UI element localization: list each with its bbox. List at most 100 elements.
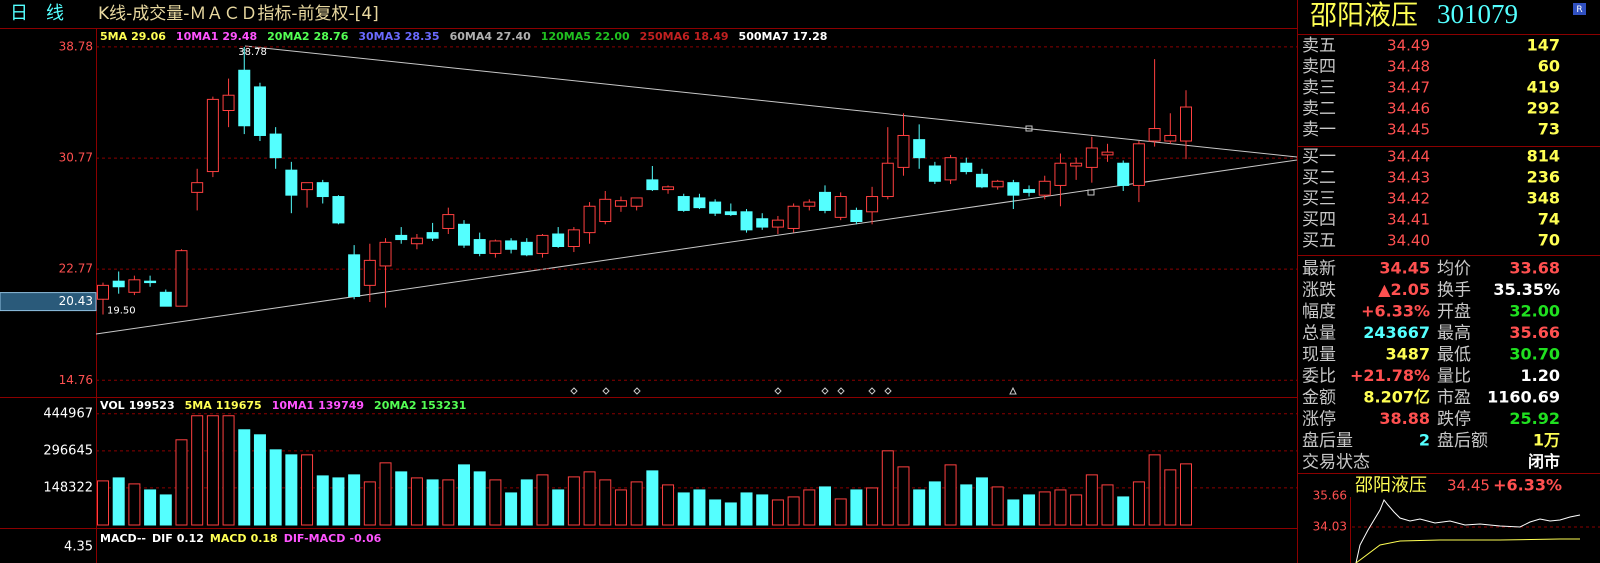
volume-bar <box>913 489 926 526</box>
candle-body <box>677 196 690 211</box>
volume-bar <box>819 486 831 526</box>
stat-label: 市盈 <box>1437 388 1471 408</box>
candle-body <box>1148 128 1161 142</box>
stat-value: 35.66 <box>1509 323 1560 342</box>
volume-bar <box>724 502 737 526</box>
book-volume: 74 <box>1538 210 1560 229</box>
y-tick-label: 14.76 <box>59 373 93 387</box>
legend-name: 30MA3 <box>358 30 400 43</box>
candle-body <box>128 279 141 293</box>
legend-name: 120MA5 <box>541 30 591 43</box>
volume-bar <box>583 471 596 526</box>
candle-body <box>1164 134 1177 142</box>
mini-chart <box>1352 499 1600 563</box>
candle-body <box>771 219 784 228</box>
stat-value: 34.45 <box>1379 259 1430 278</box>
volume-bar <box>238 429 251 526</box>
candle-body <box>1117 162 1130 186</box>
volume-bar <box>850 489 863 526</box>
stat-label: 盘后量 <box>1302 431 1353 451</box>
stat-value: 3487 <box>1385 345 1430 364</box>
stat-value: +6.33% <box>1361 302 1430 321</box>
stat-value: 38.88 <box>1379 409 1430 428</box>
candle-body <box>599 198 612 223</box>
volume-bar <box>834 498 847 526</box>
stat-value: 33.68 <box>1509 259 1560 278</box>
legend: MACD-- DIF 0.12 MACD 0.18 DIF-MACD -0.06 <box>100 532 382 545</box>
stat-label: 跌停 <box>1437 410 1471 430</box>
volume-bar <box>614 489 627 526</box>
volume-bar <box>928 481 941 526</box>
legend-value: 199523 <box>129 399 175 412</box>
candle-body <box>897 134 910 168</box>
volume-bar <box>316 475 329 526</box>
volume-bar <box>159 494 172 526</box>
volume-bar <box>473 471 486 526</box>
legend-value: 139749 <box>318 399 364 412</box>
legend-name: 10MA1 <box>272 399 314 412</box>
volume-bar <box>489 479 502 526</box>
indicator-title: K线-成交量-ＭＡＣＤ指标-前复权-[4] <box>98 4 379 24</box>
stat-label: 涨跌 <box>1302 281 1336 301</box>
y-tick-label: 4.35 <box>64 540 93 555</box>
candle-body <box>332 196 345 224</box>
y-tick-label: 148322 <box>43 480 93 495</box>
candle-body <box>928 165 941 182</box>
stat-label: 现量 <box>1302 345 1336 365</box>
book-price: 34.48 <box>1387 58 1430 76</box>
candle-body <box>1085 147 1098 168</box>
y-tick-label: 444967 <box>43 406 93 421</box>
stat-value: +21.78% <box>1350 366 1430 385</box>
book-label: 买四 <box>1302 210 1336 230</box>
stat-value: 闭市 <box>1528 452 1560 471</box>
legend-name: 20MA2 <box>267 30 309 43</box>
stat-value: 32.00 <box>1509 302 1560 321</box>
candle-body <box>913 139 926 159</box>
candle-body <box>1023 189 1036 193</box>
volume-bar <box>599 479 612 526</box>
volume-bar <box>897 466 910 526</box>
candle-body <box>787 205 800 229</box>
legend-value: 28.76 <box>314 30 349 43</box>
volume-bar <box>191 415 204 526</box>
candle-body <box>975 173 988 188</box>
legend-name: 20MA2 <box>374 399 416 412</box>
stat-value: 35.35% <box>1493 280 1560 299</box>
candle-body <box>552 233 565 248</box>
candle-body <box>614 200 627 207</box>
volume-bar <box>709 499 722 526</box>
legend-name: 10MA1 <box>176 30 218 43</box>
volume-bar <box>222 415 235 526</box>
volume-bar <box>97 480 109 526</box>
volume-bar <box>520 479 533 526</box>
volume-bar <box>1148 454 1161 526</box>
candle-body <box>960 162 973 173</box>
book-volume: 60 <box>1538 57 1560 76</box>
candle-body <box>991 180 1004 188</box>
candle-body <box>395 234 408 241</box>
stat-value: 25.92 <box>1509 409 1560 428</box>
legend-value: 27.40 <box>496 30 531 43</box>
candle-body <box>489 240 502 254</box>
volume-bar <box>285 454 298 526</box>
volume-bar <box>756 494 769 526</box>
candle-body <box>866 196 879 213</box>
candle-body <box>662 186 675 191</box>
volume-bar <box>536 474 549 526</box>
legend-value: 28.35 <box>405 30 440 43</box>
book-label: 买二 <box>1302 168 1336 188</box>
legend-name: DIF-MACD <box>284 532 346 545</box>
mini-name: 邵阳液压 <box>1355 475 1427 496</box>
volume-bar <box>552 489 565 526</box>
legend-value: 0.18 <box>251 532 278 545</box>
volume-bar <box>944 464 957 526</box>
candle-body <box>410 237 423 245</box>
candle-body <box>191 182 204 193</box>
volume-bar <box>881 450 894 526</box>
book-label: 卖一 <box>1302 120 1336 140</box>
volume-bar <box>1101 484 1114 526</box>
book-label: 卖二 <box>1302 99 1336 119</box>
volume-bar <box>1180 463 1192 526</box>
candle-body <box>363 259 376 286</box>
